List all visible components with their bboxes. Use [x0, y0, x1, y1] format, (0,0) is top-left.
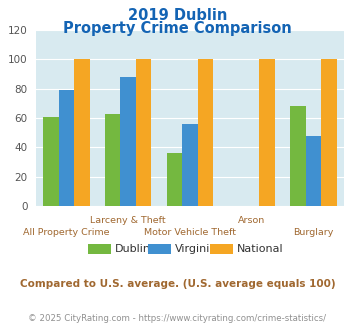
Text: Larceny & Theft: Larceny & Theft	[90, 216, 166, 225]
Text: National: National	[237, 244, 284, 254]
Bar	[43, 116, 59, 206]
Text: Virginia: Virginia	[175, 244, 217, 254]
Bar	[59, 90, 74, 206]
Bar	[167, 153, 182, 206]
Text: All Property Crime: All Property Crime	[23, 228, 110, 237]
Bar	[120, 77, 136, 206]
Text: 2019 Dublin: 2019 Dublin	[128, 8, 227, 23]
Bar	[290, 106, 306, 206]
Bar	[105, 114, 120, 206]
Text: Burglary: Burglary	[293, 228, 334, 237]
Text: Compared to U.S. average. (U.S. average equals 100): Compared to U.S. average. (U.S. average …	[20, 279, 335, 289]
Bar	[306, 136, 321, 206]
Text: Arson: Arson	[238, 216, 265, 225]
Bar	[136, 59, 151, 206]
Bar	[260, 59, 275, 206]
Bar	[74, 59, 89, 206]
Text: Motor Vehicle Theft: Motor Vehicle Theft	[144, 228, 236, 237]
Bar	[321, 59, 337, 206]
Bar	[182, 124, 198, 206]
Text: Dublin: Dublin	[114, 244, 151, 254]
Bar	[198, 59, 213, 206]
Text: © 2025 CityRating.com - https://www.cityrating.com/crime-statistics/: © 2025 CityRating.com - https://www.city…	[28, 314, 327, 323]
Text: Property Crime Comparison: Property Crime Comparison	[63, 21, 292, 36]
